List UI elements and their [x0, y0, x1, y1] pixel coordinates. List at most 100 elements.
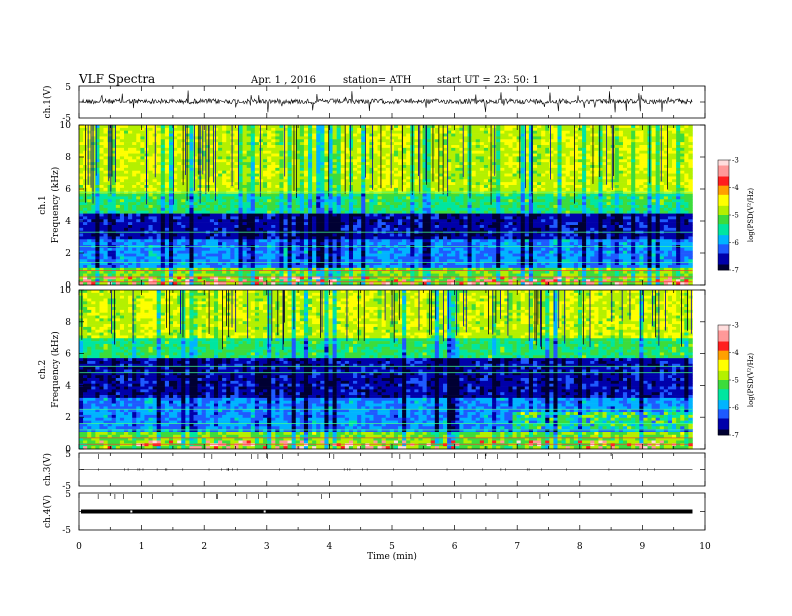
- spectrogram-cell: [189, 162, 193, 165]
- spectrogram-cell: [108, 142, 112, 145]
- spectrogram-cell: [349, 148, 353, 151]
- spectrogram-cell: [165, 214, 169, 217]
- spectrogram-cell: [570, 154, 578, 157]
- spectrogram-cell: [189, 211, 193, 214]
- spectrogram-cell: [615, 145, 623, 148]
- spectrogram-cell: [361, 242, 365, 245]
- spectrogram-cell: [312, 128, 316, 131]
- spectrogram-cell: [83, 234, 91, 237]
- spectrogram-cell: [451, 199, 455, 202]
- spectrogram-cell: [173, 222, 177, 225]
- spectrogram-cell: [472, 208, 476, 211]
- spectrogram-cell: [189, 165, 193, 168]
- spectrogram-cell: [132, 194, 136, 197]
- spectrogram-cell: [194, 214, 202, 217]
- spectrogram-cell: [558, 185, 562, 188]
- spectrogram-cell: [341, 131, 345, 134]
- spectrogram-cell: [394, 234, 398, 237]
- spectrogram-cell: [341, 134, 345, 137]
- spectrogram-cell: [590, 188, 598, 191]
- spectrogram-cell: [239, 256, 243, 259]
- spectrogram-cell: [210, 205, 214, 208]
- spectrogram-cell: [132, 185, 136, 188]
- spectrogram-cell: [173, 208, 177, 211]
- spectrogram-cell: [283, 219, 287, 222]
- spectrogram-cell: [365, 151, 369, 154]
- spectrogram-cell: [480, 239, 488, 242]
- spectrogram-cell: [472, 205, 480, 208]
- spectrogram-cell: [324, 222, 328, 225]
- spectrogram-cell: [598, 222, 602, 225]
- spectrogram-cell: [300, 151, 304, 154]
- spectrogram-cell: [672, 254, 676, 257]
- spectrogram-cell: [333, 194, 337, 197]
- spectrogram-cell: [288, 196, 292, 199]
- spectrogram-cell: [300, 199, 304, 202]
- spectrogram-cell: [414, 174, 418, 177]
- spectrogram-cell: [647, 251, 651, 254]
- spectrogram-cell: [423, 222, 431, 225]
- spectrogram-cell: [243, 251, 247, 254]
- spectrogram-cell: [643, 139, 647, 142]
- spectrogram-cell: [361, 248, 365, 251]
- spectrogram-cell: [562, 182, 575, 185]
- spectrogram-cell: [611, 165, 615, 168]
- spectrogram-cell: [664, 202, 672, 205]
- spectrogram-cell: [312, 134, 316, 137]
- spectrogram-cell: [132, 156, 136, 159]
- spectrogram-cell: [684, 248, 692, 251]
- spectrogram-cell: [656, 199, 660, 202]
- spectrogram-cell: [423, 208, 431, 211]
- spectrogram-cell: [341, 199, 345, 202]
- spectrogram-cell: [288, 202, 292, 205]
- spectrogram-cell: [369, 248, 373, 251]
- spectrogram-cell: [623, 219, 631, 222]
- spectrogram-cell: [598, 196, 602, 199]
- spectrogram-cell: [525, 188, 529, 191]
- spectrogram-cell: [508, 185, 521, 188]
- spectrogram-cell: [124, 162, 141, 165]
- spectrogram-cell: [373, 139, 377, 142]
- spectrogram-cell: [116, 199, 120, 202]
- spectrogram-cell: [349, 225, 353, 228]
- spectrogram-cell: [394, 148, 398, 151]
- spectrogram-cell: [275, 236, 279, 239]
- spectrogram-cell: [279, 248, 283, 251]
- spectrogram-cell: [586, 216, 599, 219]
- spectrogram-cell: [189, 234, 193, 237]
- spectrogram-cell: [492, 125, 496, 128]
- spectrogram-cell: [386, 225, 390, 228]
- spectrogram-cell: [157, 216, 161, 219]
- spectrogram-cell: [680, 256, 684, 259]
- spectrogram-cell: [668, 136, 676, 139]
- spectrogram-cell: [202, 179, 206, 182]
- spectrogram-cell: [676, 134, 684, 137]
- spectrogram-cell: [558, 256, 562, 259]
- spectrogram-cell: [476, 242, 480, 245]
- spectrogram-cell: [316, 205, 320, 208]
- spectrogram-cell: [382, 251, 395, 254]
- spectrogram-cell: [598, 162, 602, 165]
- spectrogram-cell: [361, 125, 365, 128]
- spectrogram-cell: [108, 165, 112, 168]
- spectrogram-cell: [312, 216, 316, 219]
- spectrogram-cell: [504, 239, 512, 242]
- spectrogram-cell: [361, 139, 365, 142]
- spectrogram-cell: [165, 222, 169, 225]
- spectrogram-cell: [378, 171, 395, 174]
- spectrogram-cell: [680, 219, 684, 222]
- spectrogram-cell: [660, 182, 664, 185]
- spectrogram-cell: [185, 202, 189, 205]
- spectrogram-cell: [279, 259, 283, 262]
- spectrogram-cell: [161, 136, 169, 139]
- spectrogram-cell: [108, 248, 112, 251]
- spectrogram-cell: [394, 248, 398, 251]
- spectrogram-cell: [177, 145, 181, 148]
- spectrogram-cell: [91, 219, 104, 222]
- spectrogram-cell: [116, 219, 124, 222]
- spectrogram-cell: [108, 185, 112, 188]
- spectrogram-cell: [120, 156, 124, 159]
- spectrogram-cell: [128, 208, 132, 211]
- spectrogram-cell: [414, 254, 418, 257]
- spectrogram-cell: [688, 174, 692, 177]
